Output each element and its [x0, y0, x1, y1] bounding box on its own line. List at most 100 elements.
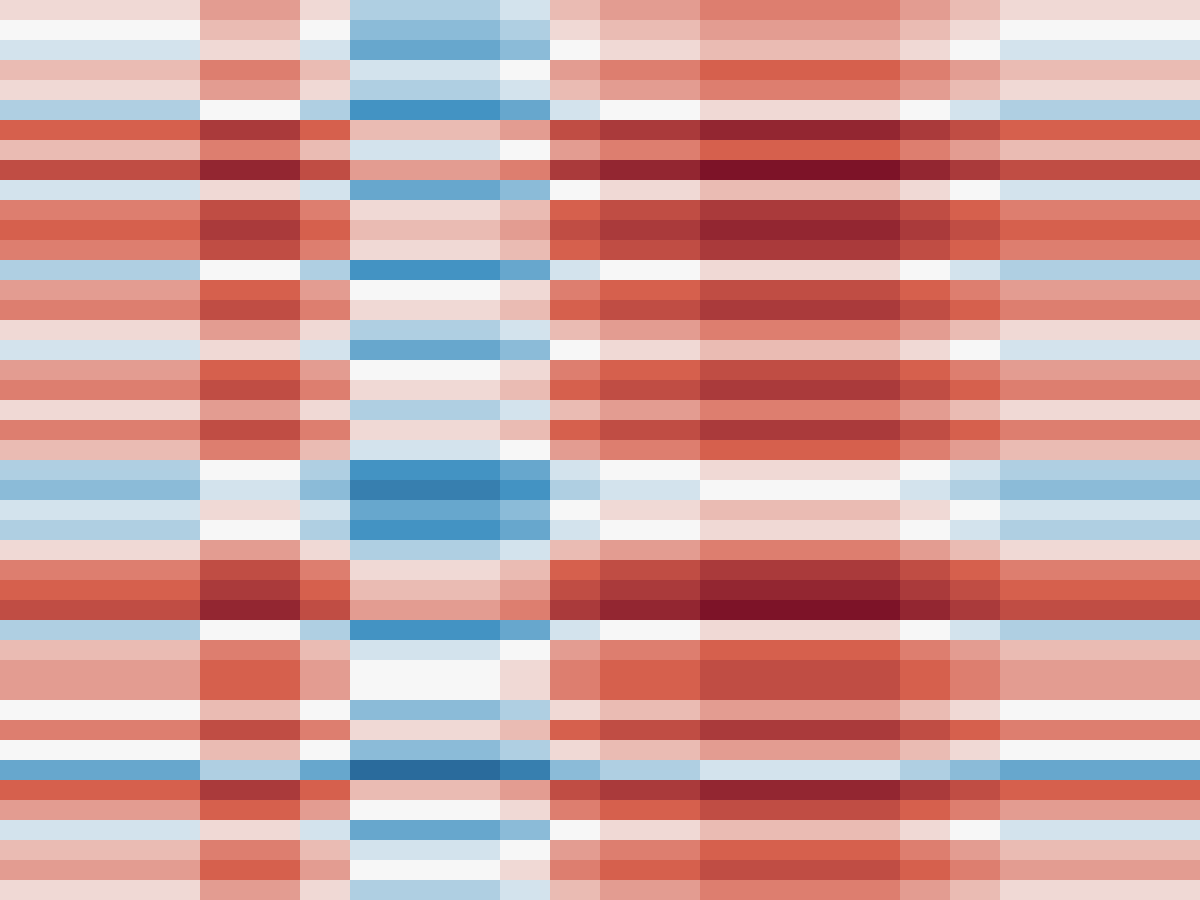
heatmap-cell	[350, 300, 400, 320]
heatmap-cell	[650, 60, 700, 80]
heatmap-cell	[0, 860, 50, 880]
heatmap-cell	[900, 160, 950, 180]
heatmap-cell	[50, 880, 100, 900]
heatmap-cell	[1100, 600, 1150, 620]
heatmap-cell	[1000, 740, 1050, 760]
heatmap-cell	[800, 520, 850, 540]
heatmap-cell	[950, 560, 1000, 580]
heatmap-cell	[850, 580, 900, 600]
heatmap-cell	[300, 800, 350, 820]
heatmap-cell	[800, 880, 850, 900]
heatmap-cell	[850, 720, 900, 740]
heatmap-cell	[550, 160, 600, 180]
heatmap-cell	[800, 40, 850, 60]
heatmap-cell	[1100, 620, 1150, 640]
heatmap-cell	[900, 680, 950, 700]
heatmap-cell	[250, 140, 300, 160]
heatmap-cell	[850, 240, 900, 260]
heatmap-cell	[900, 260, 950, 280]
heatmap-cell	[1000, 700, 1050, 720]
heatmap-cell	[250, 240, 300, 260]
heatmap-cell	[700, 80, 750, 100]
heatmap-cell	[50, 340, 100, 360]
heatmap-cell	[900, 840, 950, 860]
heatmap-cell	[950, 360, 1000, 380]
heatmap-cell	[250, 480, 300, 500]
heatmap-cell	[1150, 220, 1200, 240]
heatmap-cell	[100, 120, 150, 140]
heatmap-cell	[650, 80, 700, 100]
heatmap-cell	[200, 460, 250, 480]
heatmap-cell	[0, 420, 50, 440]
heatmap-cell	[750, 40, 800, 60]
heatmap-cell	[150, 220, 200, 240]
heatmap-cell	[400, 600, 450, 620]
heatmap-cell	[700, 720, 750, 740]
heatmap-cell	[500, 680, 550, 700]
heatmap-cell	[550, 140, 600, 160]
heatmap-cell	[900, 100, 950, 120]
heatmap-cell	[500, 380, 550, 400]
heatmap-cell	[350, 800, 400, 820]
heatmap-cell	[700, 560, 750, 580]
heatmap-cell	[950, 300, 1000, 320]
heatmap-cell	[1150, 120, 1200, 140]
heatmap-cell	[600, 40, 650, 60]
heatmap-cell	[1050, 840, 1100, 860]
heatmap-cell	[750, 440, 800, 460]
heatmap-cell	[500, 620, 550, 640]
heatmap-cell	[600, 180, 650, 200]
heatmap-cell	[700, 500, 750, 520]
heatmap-cell	[1000, 380, 1050, 400]
heatmap-cell	[700, 320, 750, 340]
heatmap-cell	[450, 540, 500, 560]
heatmap-cell	[300, 280, 350, 300]
heatmap-cell	[750, 380, 800, 400]
heatmap-cell	[900, 400, 950, 420]
heatmap-cell	[50, 500, 100, 520]
heatmap-cell	[400, 660, 450, 680]
heatmap-cell	[600, 800, 650, 820]
heatmap-cell	[350, 120, 400, 140]
heatmap-cell	[800, 320, 850, 340]
heatmap-cell	[1100, 540, 1150, 560]
heatmap-cell	[150, 540, 200, 560]
heatmap-cell	[350, 60, 400, 80]
heatmap-cell	[500, 500, 550, 520]
heatmap-cell	[1000, 100, 1050, 120]
heatmap-cell	[500, 440, 550, 460]
heatmap-cell	[600, 80, 650, 100]
heatmap-cell	[500, 280, 550, 300]
heatmap-cell	[850, 660, 900, 680]
heatmap-cell	[150, 20, 200, 40]
heatmap-cell	[600, 360, 650, 380]
heatmap-cell	[1000, 620, 1050, 640]
heatmap-cell	[550, 720, 600, 740]
heatmap-cell	[400, 40, 450, 60]
heatmap-cell	[700, 380, 750, 400]
heatmap-cell	[300, 140, 350, 160]
heatmap-cell	[0, 660, 50, 680]
heatmap-cell	[300, 400, 350, 420]
heatmap-cell	[550, 380, 600, 400]
heatmap-cell	[450, 260, 500, 280]
heatmap-cell	[750, 260, 800, 280]
heatmap-cell	[1050, 140, 1100, 160]
heatmap-cell	[1100, 0, 1150, 20]
heatmap-cell	[50, 360, 100, 380]
heatmap-cell	[1100, 80, 1150, 100]
heatmap-cell	[50, 320, 100, 340]
heatmap-cell	[1100, 180, 1150, 200]
heatmap-cell	[1150, 800, 1200, 820]
heatmap-cell	[1150, 460, 1200, 480]
heatmap-cell	[100, 200, 150, 220]
heatmap-cell	[1150, 140, 1200, 160]
heatmap-cell	[550, 220, 600, 240]
heatmap-cell	[200, 60, 250, 80]
heatmap-cell	[300, 640, 350, 660]
heatmap-cell	[850, 680, 900, 700]
heatmap-cell	[200, 660, 250, 680]
heatmap-cell	[450, 500, 500, 520]
heatmap-cell	[1150, 340, 1200, 360]
heatmap-cell	[800, 560, 850, 580]
